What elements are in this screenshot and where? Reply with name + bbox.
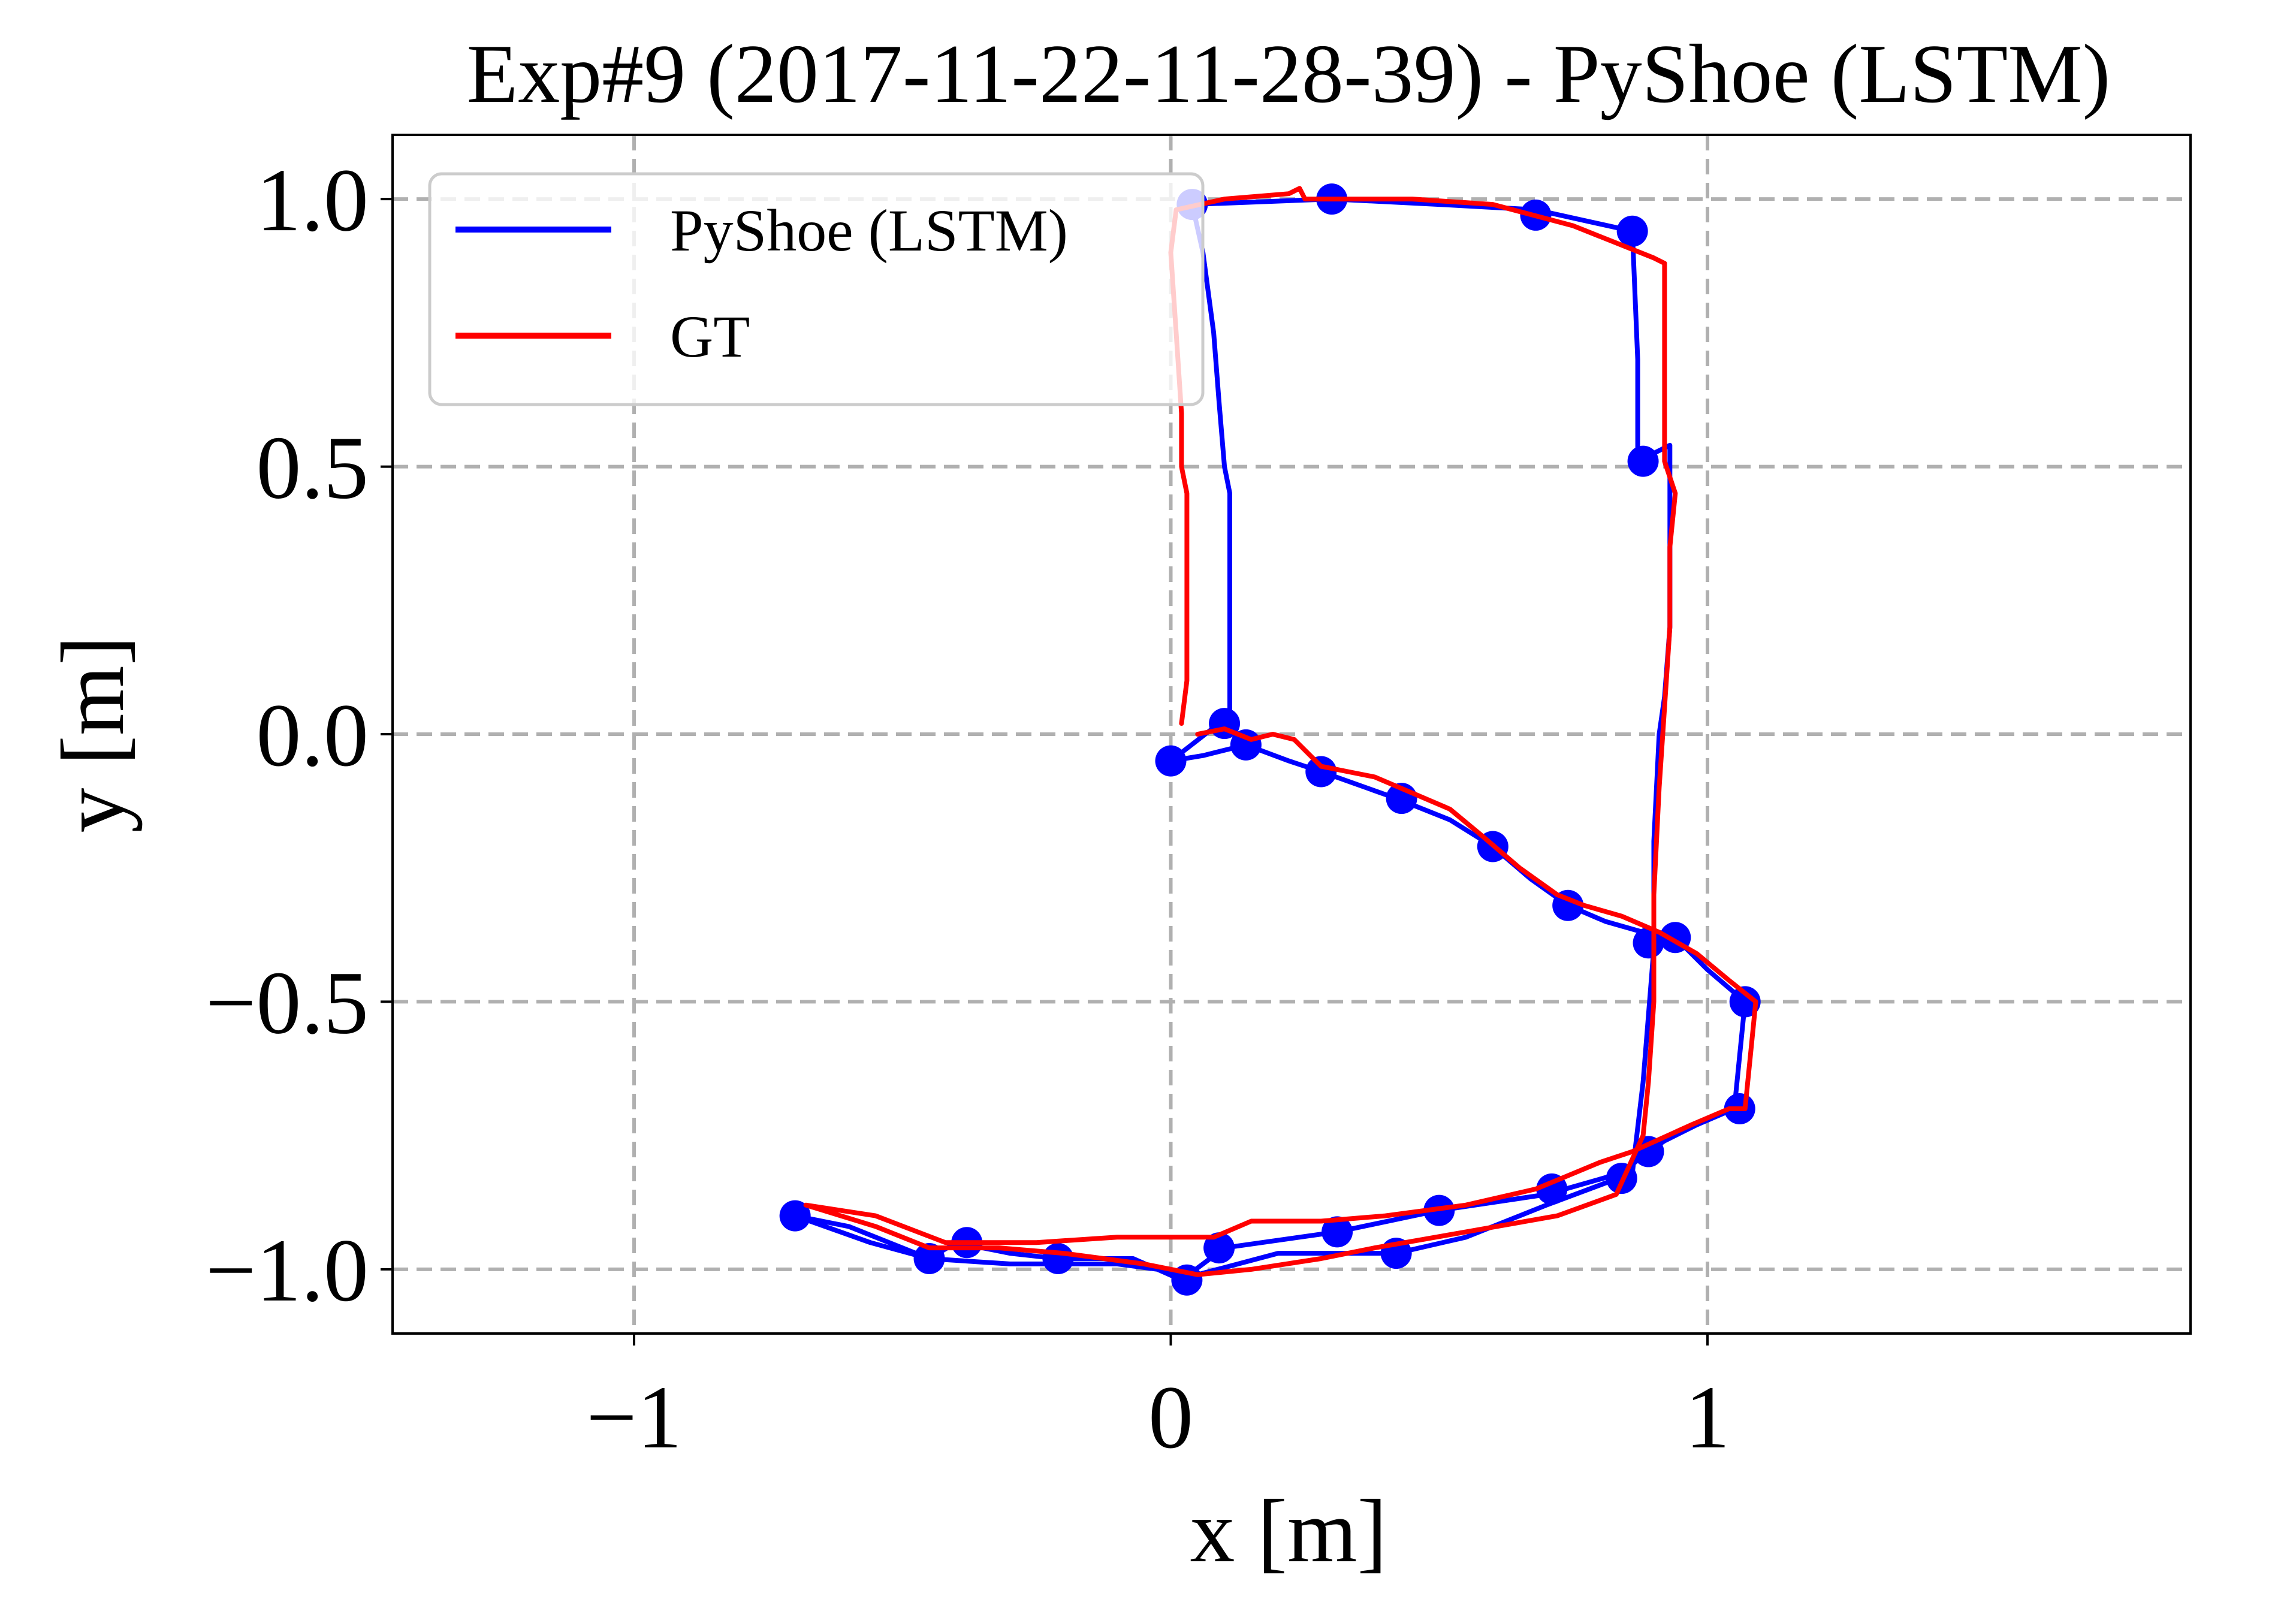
legend: PyShoe (LSTM) GT [428,172,1205,406]
series-point-pyshoe [779,1200,811,1232]
x-axis-label: x [m] [1190,1482,1387,1581]
series-point-pyshoe [1627,445,1659,477]
legend-box [428,172,1205,406]
series-point-pyshoe [1322,1216,1353,1248]
x-tick-label: 1 [1685,1368,1730,1467]
series-layer [779,183,1761,1296]
series-line-gt [803,186,1758,1277]
y-tick-label: −0.5 [206,953,369,1052]
x-tick-label: 0 [1148,1368,1193,1467]
legend-label-pyshoe: PyShoe (LSTM) [670,197,1068,264]
series-point-pyshoe [1155,745,1187,777]
y-tick-label: 1.0 [257,150,369,250]
y-tick-label: −1.0 [206,1221,369,1320]
series-point-pyshoe [1616,215,1648,247]
legend-label-gt: GT [670,303,750,370]
y-tick-label: 0.0 [257,686,369,785]
series-point-pyshoe [1203,1232,1235,1264]
series-point-pyshoe [1305,756,1337,788]
y-tick-label: 0.5 [257,418,369,518]
series-point-pyshoe [913,1243,945,1274]
axis-ticks: −1 0 1 1.0 0.5 0.0 −0.5 −1.0 [206,150,1730,1467]
plot-data-region [779,183,1761,1296]
series-point-pyshoe [1042,1243,1074,1274]
x-tick-label: −1 [586,1368,682,1467]
chart-title: Exp#9 (2017-11-22-11-28-39) - PyShoe (LS… [467,28,2111,120]
y-axis-label: y [m] [43,635,143,832]
series-point-pyshoe [1633,927,1664,959]
